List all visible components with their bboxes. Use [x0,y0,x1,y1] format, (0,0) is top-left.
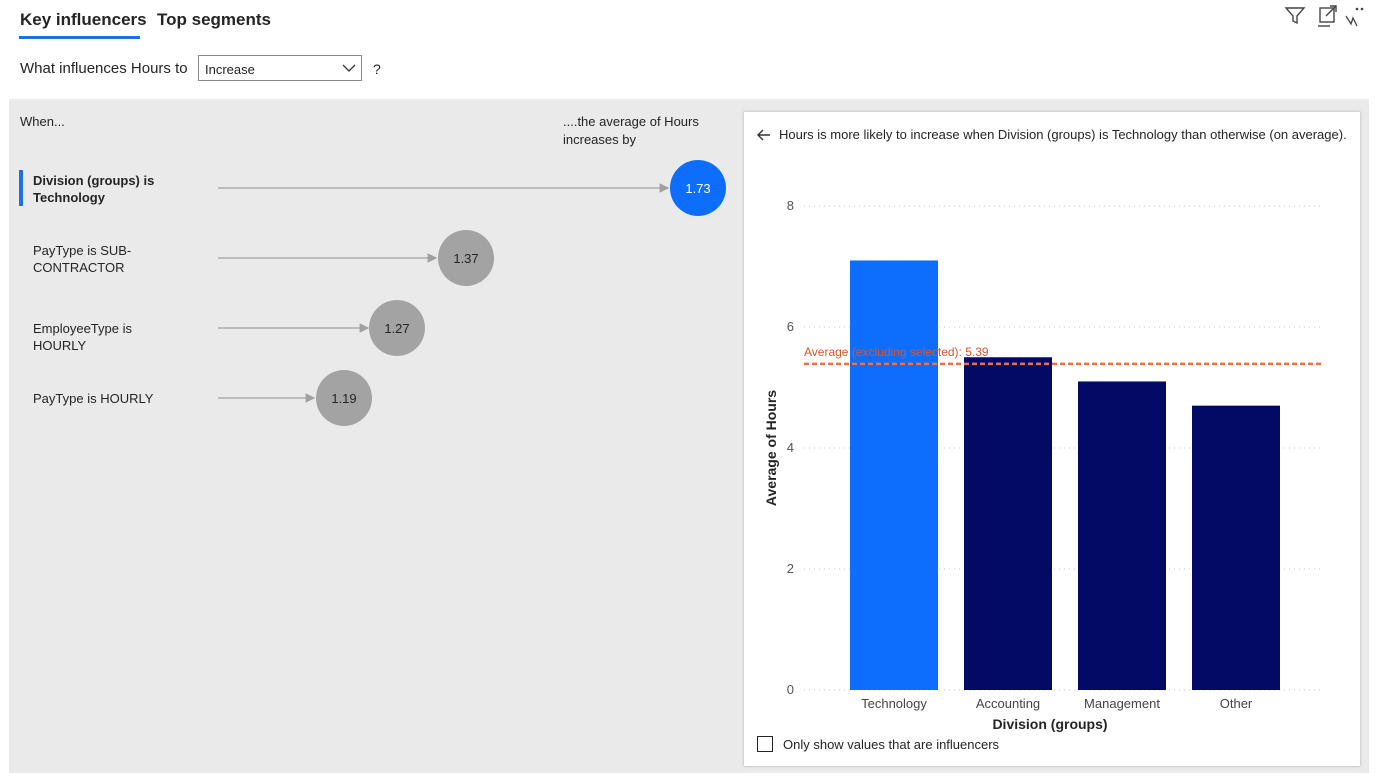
y-axis-title: Average of Hours [763,390,779,506]
y-tick-label: 8 [787,198,794,213]
influencer-bubble[interactable]: 1.37 [438,230,494,286]
y-tick-label: 4 [787,440,794,455]
bar [1078,381,1166,690]
increase-header: ....the average of Hours increases by [563,114,699,147]
influencer-bubble[interactable]: 1.19 [316,370,372,426]
help-icon[interactable]: ? [373,61,381,77]
y-tick-label: 6 [787,319,794,334]
when-header: When... [20,114,65,129]
influencer-label[interactable]: PayType is HOURLY [33,391,154,406]
tab-key-influencers[interactable]: Key influencers [20,10,147,29]
y-tick-label: 0 [787,682,794,697]
y-tick-label: 2 [787,561,794,576]
more-options-icon[interactable] [1343,4,1367,28]
average-reference-label: Average (excluding selected): 5.39 [804,345,989,359]
division-bar-chart: 0 2 4 6 8 Technology Accounting Management Other… [763,198,1324,732]
x-axis-title: Division (groups) [992,716,1107,732]
dropdown-value: Increase [205,62,255,77]
focus-mode-icon[interactable] [1316,4,1340,28]
bar [964,357,1052,690]
tab-top-segments[interactable]: Top segments [157,10,271,29]
influencers-only-label: Only show values that are influencers [783,737,1000,752]
influencer-label[interactable]: Division (groups) is Technology [33,173,155,205]
x-tick-label: Other [1220,696,1253,711]
influencer-bubble[interactable]: 1.73 [670,160,726,216]
influencer-connectors [218,183,670,403]
influence-prompt-label: What influences Hours to [20,60,188,77]
selected-indicator [19,170,23,206]
influencers-only-checkbox[interactable] [757,736,773,752]
bar [1192,405,1280,690]
x-tick-label: Management [1084,696,1160,711]
filter-icon[interactable] [1283,4,1307,28]
active-tab-indicator [19,36,140,39]
bar [850,260,938,690]
x-tick-label: Accounting [976,696,1040,711]
chevron-down-icon [342,64,356,72]
influencer-label[interactable]: EmployeeType is HOURLY [33,321,132,353]
back-arrow-icon[interactable] [756,127,772,143]
increase-dropdown[interactable]: Increase [198,55,362,81]
detail-title: Hours is more likely to increase when Di… [779,127,1347,142]
influencer-bubble[interactable]: 1.27 [369,300,425,356]
influencer-label[interactable]: PayType is SUB-CONTRACTOR [33,243,132,275]
x-tick-label: Technology [861,696,927,711]
